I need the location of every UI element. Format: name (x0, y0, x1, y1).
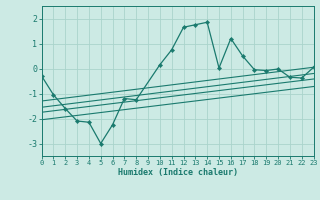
X-axis label: Humidex (Indice chaleur): Humidex (Indice chaleur) (118, 168, 237, 177)
